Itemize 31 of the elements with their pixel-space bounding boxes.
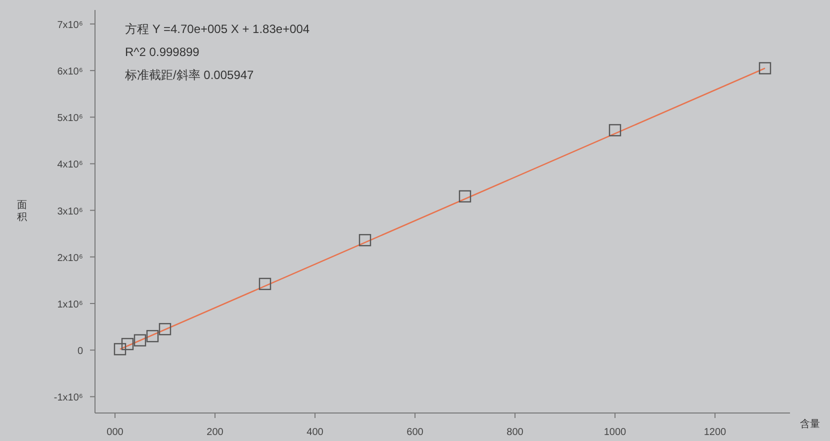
annotation: R^2 0.999899 — [125, 45, 200, 59]
x-axis-title: 含量 — [800, 418, 820, 430]
point — [146, 330, 159, 342]
point — [358, 234, 372, 246]
point — [458, 190, 472, 202]
point — [121, 338, 134, 350]
y-tick-label: -1x10⁶ — [54, 392, 83, 404]
point — [608, 124, 622, 136]
x-tick-label: 800 — [506, 427, 524, 438]
x-tick-label: 1000 — [604, 427, 627, 438]
x-tick-label: 200 — [206, 427, 224, 438]
point — [158, 323, 172, 336]
y-tick-label: 1x10⁶ — [57, 300, 83, 311]
y-tick-label: 3x10⁶ — [57, 206, 83, 218]
y-tick-label: 7x10⁶ — [57, 20, 83, 31]
x-tick-label: 600 — [406, 427, 424, 438]
y-axis-title: 面积 — [17, 200, 27, 223]
x-tick-label: 400 — [306, 427, 324, 438]
y-tick-label: 5x10⁶ — [57, 113, 83, 124]
point — [114, 343, 126, 356]
point — [758, 62, 772, 74]
point — [134, 334, 146, 346]
y-tick-label: 2x10⁶ — [57, 252, 83, 264]
y-tick-label: 4x10⁶ — [57, 160, 83, 171]
annotation: 方程 Y =4.70e+005 X + 1.83e+004 — [125, 22, 310, 36]
x-tick-label: 1200 — [704, 427, 727, 438]
point — [258, 278, 272, 290]
y-tick-label: 0 — [77, 346, 84, 358]
annotation: 标准截距/斜率 0.005947 — [124, 68, 254, 82]
y-tick-label: 6x10⁶ — [57, 66, 83, 78]
x-tick-label: 000 — [106, 427, 124, 438]
